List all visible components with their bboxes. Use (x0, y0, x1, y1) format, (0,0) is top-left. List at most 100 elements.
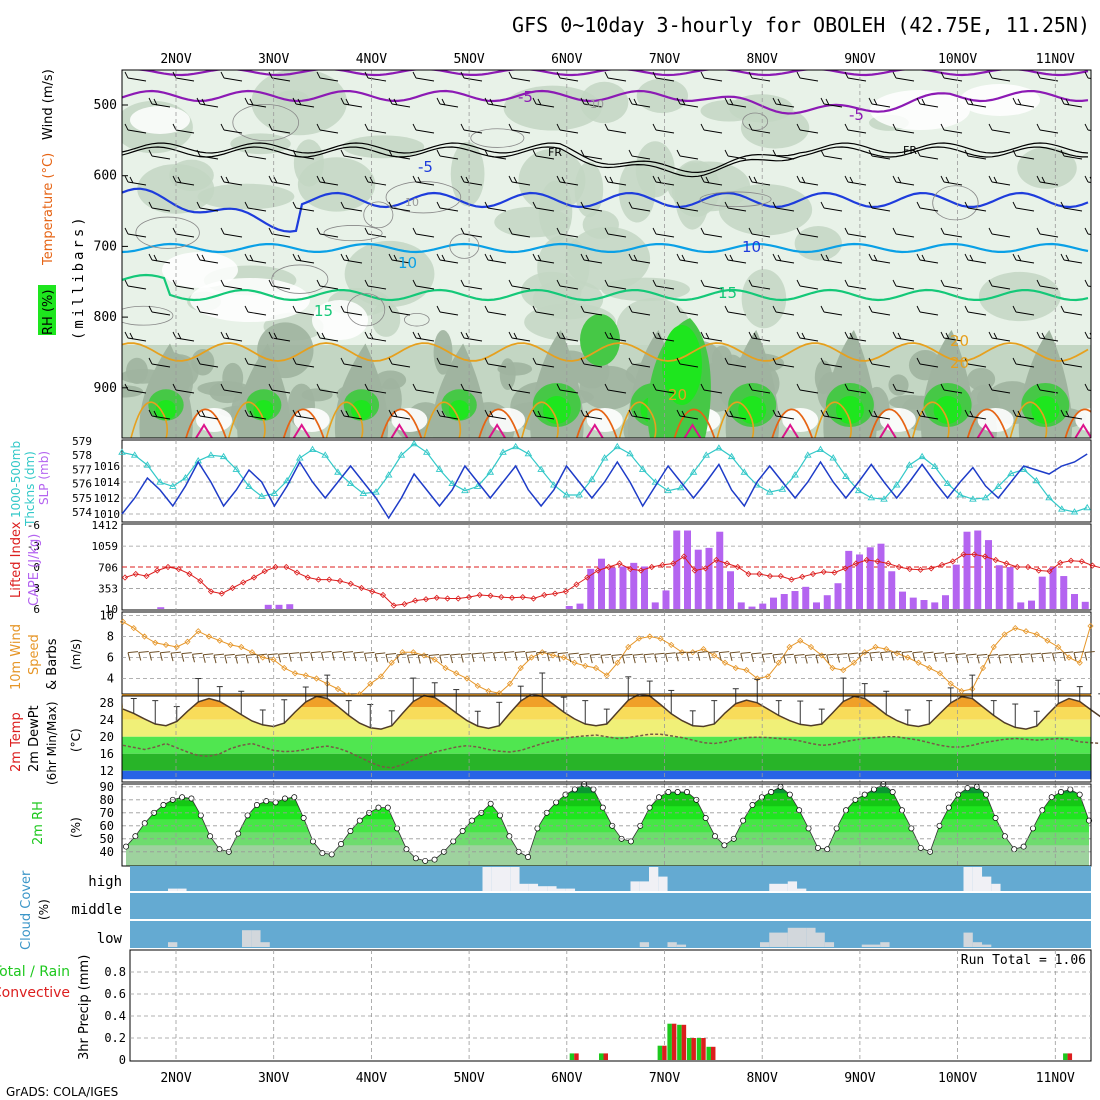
wind-barb-flag (916, 253, 921, 261)
precip-ytick-label: 0.6 (104, 987, 126, 1001)
freezing-level (122, 142, 1089, 174)
rh-point (861, 791, 868, 798)
wind-barb-staff (471, 652, 483, 655)
wind-barb-staff (912, 651, 923, 654)
wind-barb-flag (148, 201, 153, 209)
ylabel-cloud-cover: Cloud Cover (19, 870, 34, 950)
wind-barb (943, 129, 963, 134)
wind-speed-point (721, 659, 729, 666)
cape-bar (275, 604, 283, 609)
lifted-index-point (476, 591, 483, 599)
wind-barb-flag (388, 97, 393, 105)
precip-ytick-label: 0 (119, 1053, 126, 1067)
wind-barb-flag (772, 201, 777, 209)
cloud-low-bar (260, 942, 270, 947)
wind-barb-flag (460, 123, 465, 131)
wind-barb-flag (772, 409, 777, 417)
wind-barb-staff (1073, 651, 1085, 654)
wind-barb-flag (267, 654, 271, 663)
wind-barb-flag (508, 383, 513, 391)
wind-barb-staff (891, 651, 902, 654)
wind-barb (463, 285, 483, 290)
wind-barb (727, 103, 747, 108)
wind-barb (1015, 415, 1035, 420)
rh-patch (518, 148, 586, 213)
wind-speed-point (926, 664, 933, 672)
wind-barb (151, 311, 171, 316)
wind-barb-flag (220, 175, 225, 183)
thickness-ytick-label: 576 (72, 478, 92, 491)
wind-barb-flag (897, 176, 902, 184)
wind-barb-staff (428, 653, 440, 656)
wind-barb-flag (633, 410, 638, 418)
wind-barb (943, 285, 963, 290)
wind-barb (127, 389, 147, 394)
wind-speed-point (173, 643, 180, 651)
wind-barb-flag (825, 410, 830, 418)
wind-barb-flag (858, 653, 862, 662)
cape-bar (791, 591, 799, 609)
wind-barb-staff (772, 653, 784, 656)
date-label-top: 3NOV (258, 52, 289, 67)
lifted-index-point (121, 574, 129, 581)
rh-shading (122, 70, 1091, 438)
wind-barb (319, 285, 339, 290)
isotherm-25 (380, 408, 423, 438)
wind-barb (487, 207, 507, 212)
rh-patch (675, 162, 710, 230)
cape-bar (716, 531, 724, 609)
lifted-index-point (831, 569, 838, 576)
thickness-point (550, 481, 558, 488)
rh-plume-peak (155, 400, 177, 420)
wind-speed-point (184, 638, 191, 645)
wind-barb-flag (249, 98, 254, 106)
cape-bar (630, 562, 638, 609)
rh-point (1058, 789, 1064, 795)
thickness-point (880, 495, 888, 502)
wind-barb-flag (465, 176, 470, 184)
isotherm-20-loop (325, 401, 364, 438)
wind-barb-flag (844, 279, 849, 287)
wind-barb-flag (244, 305, 249, 313)
lifted-index-point (960, 551, 967, 558)
wind-barb-flag (1012, 97, 1017, 105)
li-ytick-label: 6 (33, 603, 40, 616)
ylabel-cape: CAPE (J/kg) (27, 534, 42, 606)
wind-barb-flag (700, 279, 705, 287)
wind-barb (655, 337, 675, 342)
wind-barb (223, 337, 243, 342)
rh-point (179, 794, 186, 801)
wind-barb-staff (794, 653, 805, 656)
thickness-point (321, 451, 329, 458)
wind-barb-flag (556, 175, 561, 183)
wind-barb-flag (801, 176, 806, 184)
wind-barb-staff (310, 651, 321, 654)
wind-barb-flag (374, 653, 378, 663)
wind-barb-staff (1052, 651, 1063, 654)
wind-barb (607, 129, 627, 134)
wind-barb-flag (436, 409, 441, 417)
wind-barb-flag (748, 123, 753, 131)
wind-barb-flag (652, 279, 657, 287)
rh-point (599, 804, 606, 811)
wind-barb (319, 337, 339, 342)
wind-barb-flag (901, 652, 905, 661)
wind-barb-flag (585, 254, 590, 262)
wind-barb-flag (724, 409, 729, 417)
wind-barb-staff (762, 652, 773, 655)
wind-barb-flag (964, 201, 969, 209)
date-labels-top: 2NOV 3NOV 4NOV 5NOV 6NOV 7NOV 8NOV 9NOV 10NOV 11N… (160, 52, 1075, 67)
wind-barb (319, 389, 339, 394)
lifted-index-point (293, 569, 301, 576)
wind-speed-point (571, 659, 578, 666)
precip-convective-bar (662, 1045, 667, 1060)
wind-speed-contour (135, 216, 200, 249)
wind-barb-flag (172, 227, 177, 235)
wind-barb-flag (273, 176, 278, 184)
wind-barb-flag (196, 201, 201, 209)
wind-barb (919, 415, 939, 420)
wind-barb (439, 311, 459, 316)
ylabel-10m-wind: 10m Wind (9, 624, 24, 690)
contour-label: 10 (398, 254, 417, 272)
wind-barb-staff (213, 653, 225, 656)
